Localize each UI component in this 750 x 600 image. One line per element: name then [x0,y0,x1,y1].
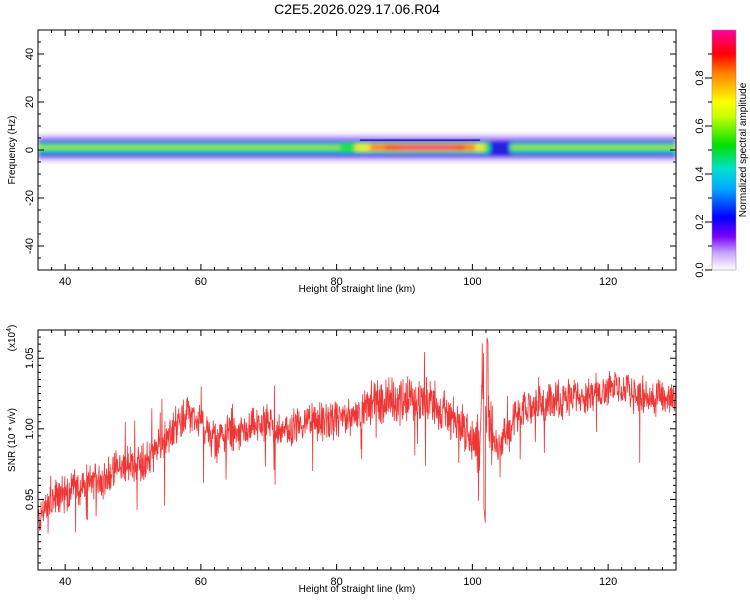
colorbar-label: Normalized spectral amplitude [738,82,749,217]
y-tick-label-2: 1.05 [24,348,36,369]
x-tick-label-2: 40 [59,576,71,588]
plot-frame-2 [37,329,677,571]
spectral-band [38,134,676,162]
colorbar-ticks: 0.0 0.2 0.4 0.6 0.8 [694,53,712,278]
y-tick-label-1: 0 [24,147,36,153]
x-tick-label-2: 80 [331,576,343,588]
colorbar: 0.0 0.2 0.4 0.6 0.8 Normalized spectral ampl… [694,29,749,278]
y-tick-label-2: 1.00 [24,418,36,439]
colorbar-tick-label: 0.2 [694,214,706,229]
scale-exponent: 4 [6,328,13,332]
ylabel-1: Frequency (Hz) [7,116,18,185]
snr-panel: 40 60 80 100 120 1.05 1.00 0.95 Height of strai… [6,325,677,595]
y-tick-label-1: 40 [24,48,36,60]
axes-2: 40 60 80 100 120 1.05 1.00 0.95 [24,329,677,588]
ylabel-2: SNR (10 * v/v) [7,408,18,472]
y-tick-label-1: -40 [24,238,36,254]
axes-1: 40 60 80 100 120 40 20 0 -20 -40 [24,29,677,288]
x-tick-label-2: 60 [195,576,207,588]
x-tick-label-1: 120 [599,276,617,288]
y-tick-label-2: 0.95 [24,489,36,510]
colorbar-tick-label: 0.0 [694,262,706,277]
colorbar-tick-label: 0.4 [694,166,706,181]
x-tick-label-1: 100 [463,276,481,288]
xlabel-2: Height of straight line (km) [299,584,416,595]
scale-label: (x104) [6,325,18,352]
y-tick-label-1: 20 [24,96,36,108]
x-tick-label-2: 120 [599,576,617,588]
spectrogram-panel: 40 60 80 100 120 40 20 0 -20 -40 Height of straig… [7,29,677,295]
colorbar-tick-label: 0.6 [694,118,706,133]
colorbar-tick-label: 0.8 [694,70,706,85]
chart-title: C2E5.2026.029.17.06.R04 [274,1,440,17]
x-tick-label-1: 40 [59,276,71,288]
y-tick-label-1: -20 [24,190,36,206]
x-tick-label-2: 100 [463,576,481,588]
snr-line [38,337,676,534]
xlabel-1: Height of straight line (km) [299,284,416,295]
band-peak-magenta [400,145,455,150]
band-dip [490,141,510,155]
x-tick-label-1: 60 [195,276,207,288]
band-topline [360,139,480,141]
colorbar-ramp [712,30,736,270]
x-tick-label-1: 80 [331,276,343,288]
snr-series [38,337,676,534]
